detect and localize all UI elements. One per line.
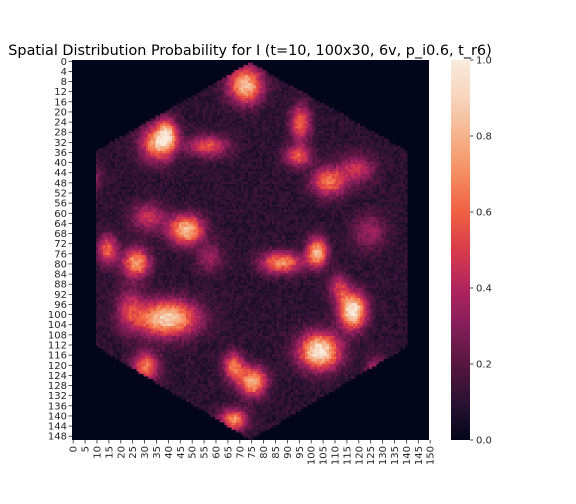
x-tick-label: 75 <box>247 446 258 459</box>
y-tick-label: 144 <box>48 422 67 433</box>
y-tick-label: 76 <box>54 249 67 260</box>
x-tick-label: 95 <box>295 446 306 459</box>
y-tick-label: 72 <box>54 239 67 250</box>
y-tick-label: 68 <box>54 229 67 240</box>
y-tick-label: 140 <box>48 411 67 422</box>
y-tick-label: 24 <box>54 118 67 129</box>
x-tick-label: 50 <box>188 446 199 459</box>
y-tick-label: 116 <box>48 351 67 362</box>
x-tick-label: 25 <box>128 446 139 459</box>
y-tick-label: 120 <box>48 361 67 372</box>
x-tick-label: 140 <box>402 446 413 465</box>
y-tick-label: 0 <box>61 57 67 68</box>
y-axis: 0481216202428323640444852566064687276808… <box>48 57 72 443</box>
x-tick-label: 80 <box>259 446 270 459</box>
y-tick-label: 112 <box>48 341 67 352</box>
x-tick-label: 145 <box>414 446 425 465</box>
y-tick-label: 108 <box>48 330 67 341</box>
y-tick-label: 136 <box>48 401 67 412</box>
x-tick-label: 30 <box>140 446 151 459</box>
chart-title: Spatial Distribution Probability for I (… <box>8 43 491 59</box>
colorbar-axis: 0.0 0.2 0.4 0.6 0.8 1.0 <box>470 56 492 447</box>
x-tick-label: 15 <box>104 446 115 459</box>
x-tick-label: 135 <box>390 446 401 465</box>
x-tick-label: 35 <box>152 446 163 459</box>
x-tick-label: 5 <box>81 446 92 452</box>
y-tick-label: 84 <box>54 270 67 281</box>
x-tick-label: 45 <box>176 446 187 459</box>
colorbar-tick-label: 0.0 <box>476 436 492 447</box>
heatmap-plot-area <box>72 60 429 440</box>
y-tick-label: 40 <box>54 158 67 169</box>
x-tick-label: 125 <box>366 446 377 465</box>
x-axis: 0 5 10 15 20 25 30 35 40 45 50 55 60 65 70 75 80 85 90 95 10… <box>69 440 437 465</box>
y-tick-label: 104 <box>48 320 67 331</box>
y-tick-label: 52 <box>54 189 67 200</box>
y-tick-label: 96 <box>54 300 67 311</box>
x-tick-label: 60 <box>211 446 222 459</box>
x-tick-label: 40 <box>164 446 175 459</box>
y-tick-label: 92 <box>54 290 67 301</box>
x-tick-label: 85 <box>271 446 282 459</box>
x-tick-label: 130 <box>378 446 389 465</box>
y-tick-label: 56 <box>54 199 67 210</box>
y-tick-label: 4 <box>61 67 67 78</box>
x-tick-label: 90 <box>283 446 294 459</box>
y-tick-label: 44 <box>54 168 67 179</box>
y-tick-label: 128 <box>48 381 67 392</box>
y-tick-label: 32 <box>54 138 67 149</box>
x-tick-label: 120 <box>354 446 365 465</box>
colorbar-tick-label: 1.0 <box>476 56 492 67</box>
y-tick-label: 148 <box>48 432 67 443</box>
x-tick-label: 65 <box>223 446 234 459</box>
x-tick-label: 100 <box>307 446 318 465</box>
x-tick-label: 0 <box>69 446 80 452</box>
x-tick-label: 110 <box>330 446 341 465</box>
y-tick-label: 60 <box>54 209 67 220</box>
y-tick-label: 36 <box>54 148 67 159</box>
x-tick-label: 150 <box>426 446 437 465</box>
y-tick-label: 124 <box>48 371 67 382</box>
heatmap-cells <box>72 60 429 440</box>
y-tick-label: 12 <box>54 87 67 98</box>
y-tick-label: 80 <box>54 259 67 270</box>
y-tick-label: 48 <box>54 178 67 189</box>
y-tick-label: 100 <box>48 310 67 321</box>
y-tick-label: 8 <box>61 77 67 88</box>
x-tick-label: 115 <box>342 446 353 465</box>
y-tick-label: 132 <box>48 391 67 402</box>
x-tick-label: 10 <box>92 446 103 459</box>
colorbar-tick-label: 0.6 <box>476 208 492 219</box>
x-tick-label: 55 <box>200 446 211 459</box>
x-tick-label: 70 <box>235 446 246 459</box>
y-tick-label: 88 <box>54 280 67 291</box>
colorbar-tick-label: 0.8 <box>476 132 492 143</box>
y-tick-label: 16 <box>54 97 67 108</box>
colorbar-gradient <box>451 60 470 440</box>
colorbar-tick-label: 0.2 <box>476 360 492 371</box>
y-tick-label: 28 <box>54 128 67 139</box>
x-tick-label: 20 <box>116 446 127 459</box>
colorbar: 0.0 0.2 0.4 0.6 0.8 1.0 <box>451 56 492 447</box>
colorbar-tick-label: 0.4 <box>476 284 492 295</box>
y-tick-label: 20 <box>54 107 67 118</box>
y-tick-label: 64 <box>54 219 67 230</box>
x-tick-label: 105 <box>319 446 330 465</box>
